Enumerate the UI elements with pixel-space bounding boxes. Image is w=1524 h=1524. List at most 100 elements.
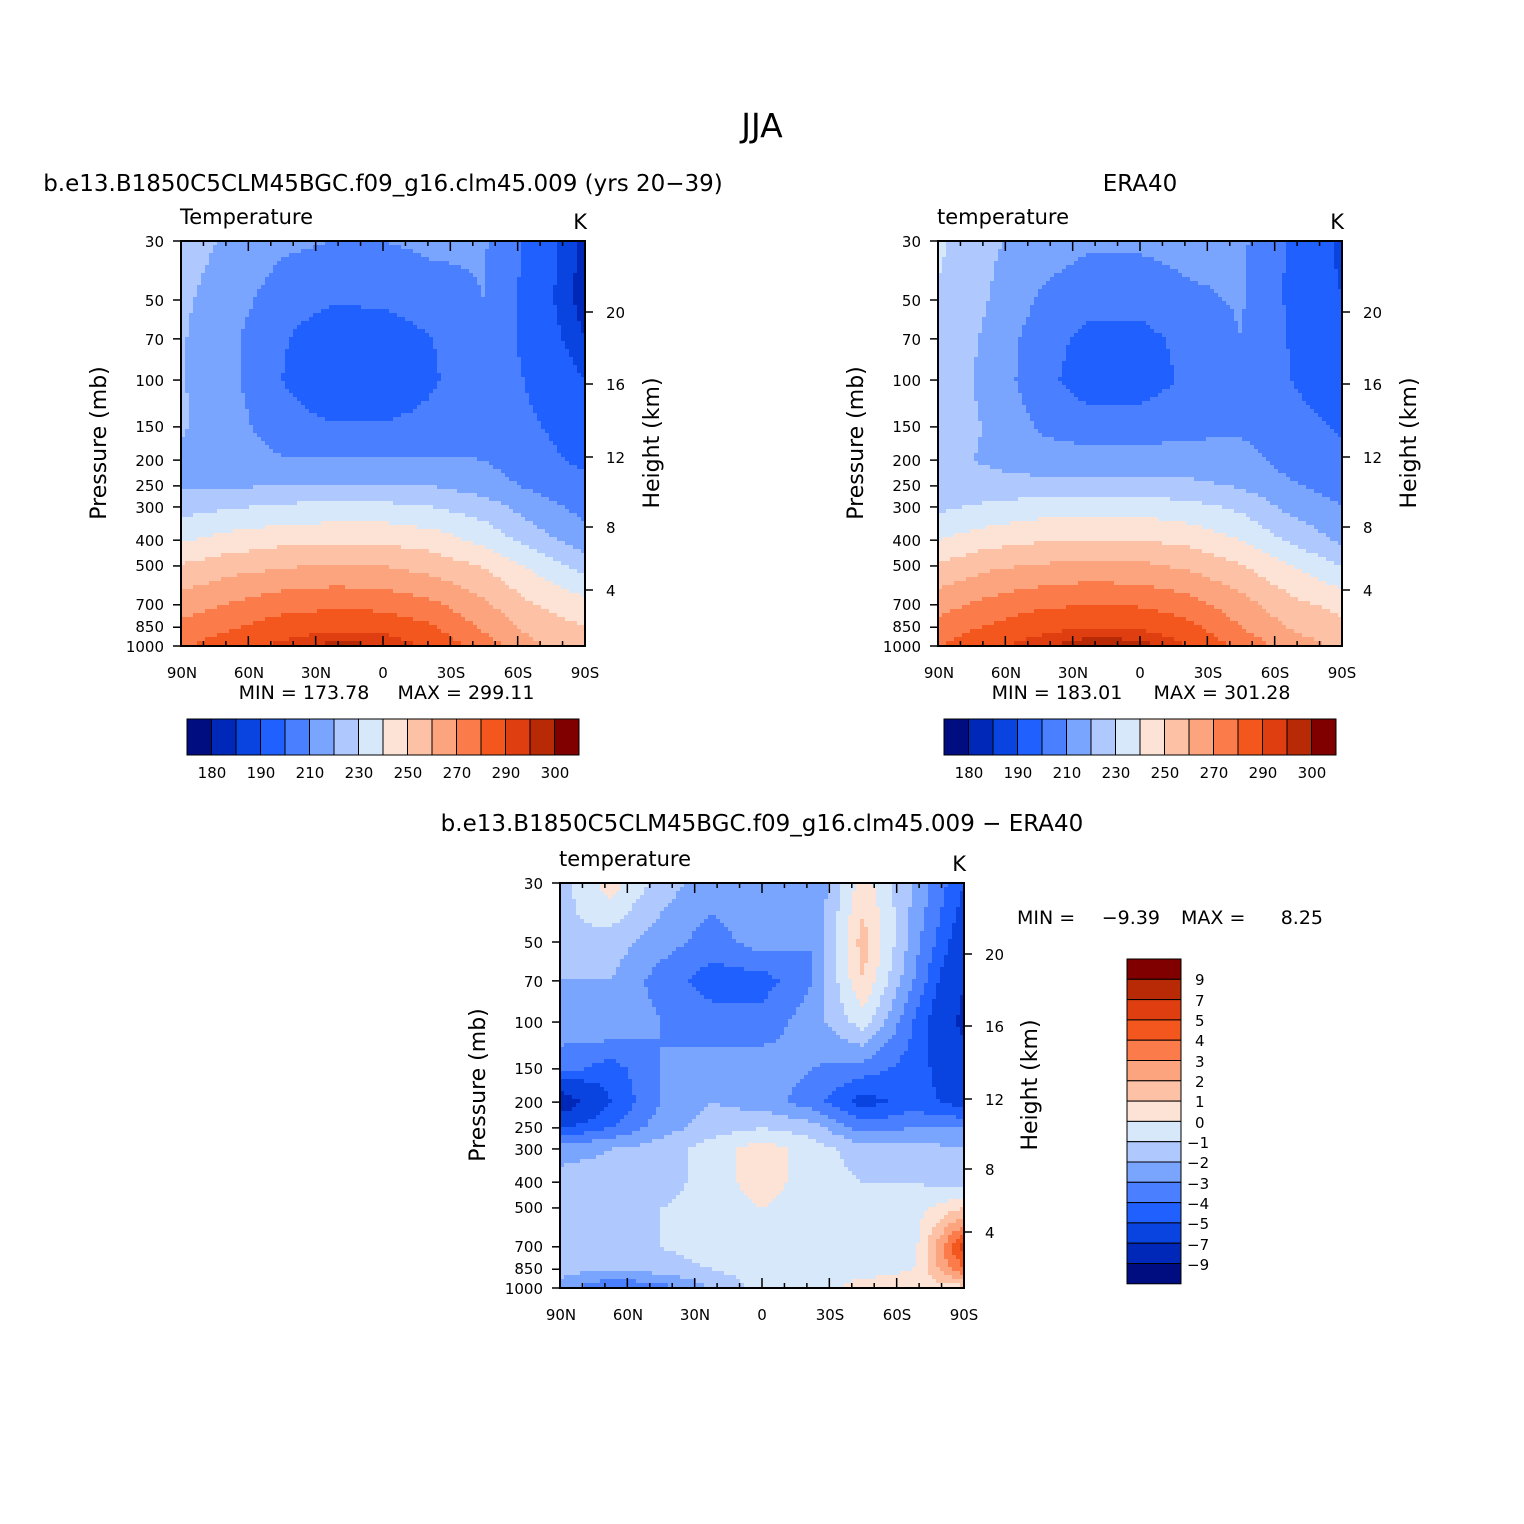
contour-cell [345, 281, 349, 285]
contour-cell [529, 337, 533, 341]
contour-cell [209, 377, 213, 381]
contour-cell [345, 341, 349, 345]
contour-cell [469, 261, 473, 265]
contour-cell [321, 249, 325, 253]
contour-cell [377, 317, 381, 321]
contour-cell [413, 289, 417, 293]
contour-cell [197, 357, 201, 361]
contour-cell [237, 345, 241, 349]
contour-cell [373, 285, 377, 289]
contour-cell [557, 333, 561, 337]
contour-cell [409, 329, 413, 333]
contour-cell [573, 329, 577, 333]
contour-cell [221, 361, 225, 365]
contour-cell [201, 281, 205, 285]
contour-cell [365, 381, 369, 385]
contour-cell [429, 317, 433, 321]
contour-cell [425, 253, 429, 257]
model-panel-title: b.e13.B1850C5CLM45BGC.f09_g16.clm45.009 … [43, 171, 723, 197]
contour-cell [289, 373, 293, 377]
contour-cell [485, 313, 489, 317]
contour-cell [325, 349, 329, 353]
contour-cell [553, 385, 557, 389]
contour-cell [461, 269, 465, 273]
contour-cell [417, 253, 421, 257]
contour-cell [393, 257, 397, 261]
contour-cell [289, 309, 293, 313]
contour-cell [245, 377, 249, 381]
contour-cell [509, 313, 513, 317]
contour-cell [513, 269, 517, 273]
contour-cell [417, 257, 421, 261]
contour-cell [497, 397, 501, 401]
contour-cell [293, 381, 297, 385]
contour-cell [213, 393, 217, 397]
contour-cell [553, 345, 557, 349]
contour-cell [553, 369, 557, 373]
contour-cell [285, 341, 289, 345]
contour-cell [281, 393, 285, 397]
contour-cell [301, 345, 305, 349]
contour-cell [349, 329, 353, 333]
contour-cell [421, 277, 425, 281]
contour-cell [509, 245, 513, 249]
contour-cell [569, 397, 573, 401]
contour-cell [433, 265, 437, 269]
contour-cell [189, 381, 193, 385]
contour-cell [461, 261, 465, 265]
contour-cell [345, 337, 349, 341]
contour-cell [321, 265, 325, 269]
contour-cell [261, 293, 265, 297]
contour-cell [461, 245, 465, 249]
contour-cell [529, 369, 533, 373]
contour-cell [569, 309, 573, 313]
contour-cell [277, 345, 281, 349]
contour-cell [461, 313, 465, 317]
contour-cell [425, 257, 429, 261]
contour-cell [373, 293, 377, 297]
contour-cell [289, 305, 293, 309]
contour-cell [237, 365, 241, 369]
contour-cell [337, 385, 341, 389]
contour-cell [457, 333, 461, 337]
contour-cell [373, 273, 377, 277]
contour-cell [237, 325, 241, 329]
contour-cell [269, 401, 273, 405]
contour-cell [417, 293, 421, 297]
contour-cell [357, 305, 361, 309]
contour-cell [329, 397, 333, 401]
contour-cell [189, 301, 193, 305]
contour-cell [317, 321, 321, 325]
contour-cell [313, 381, 317, 385]
contour-cell [349, 365, 353, 369]
contour-cell [429, 353, 433, 357]
contour-cell [393, 317, 397, 321]
contour-cell [473, 249, 477, 253]
contour-cell [369, 313, 373, 317]
contour-cell [461, 365, 465, 369]
contour-cell [541, 301, 545, 305]
contour-cell [509, 269, 513, 273]
contour-cell [397, 293, 401, 297]
contour-cell [405, 277, 409, 281]
contour-cell [217, 277, 221, 281]
contour-cell [525, 273, 529, 277]
contour-cell [453, 249, 457, 253]
contour-cell [357, 369, 361, 373]
contour-cell [489, 365, 493, 369]
contour-cell [341, 273, 345, 277]
contour-cell [325, 345, 329, 349]
contour-cell [441, 329, 445, 333]
contour-cell [373, 341, 377, 345]
contour-cell [241, 281, 245, 285]
contour-cell [465, 293, 469, 297]
contour-cell [513, 397, 517, 401]
contour-cell [545, 397, 549, 401]
contour-cell [453, 253, 457, 257]
contour-cell [317, 273, 321, 277]
contour-cell [397, 273, 401, 277]
contour-cell [277, 329, 281, 333]
contour-cell [309, 369, 313, 373]
contour-cell [569, 245, 573, 249]
contour-cell [317, 309, 321, 313]
